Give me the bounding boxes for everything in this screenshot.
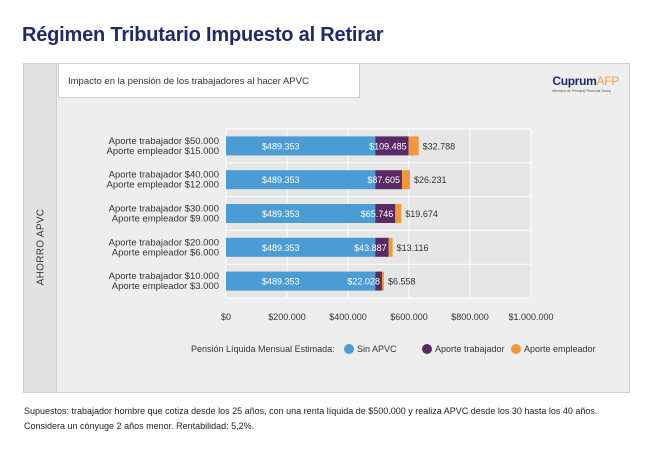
bar-aporte-empleador: [408, 136, 419, 156]
footnote: Supuestos: trabajador hombre que cotiza …: [24, 406, 598, 431]
legend-marker: [344, 344, 354, 354]
category-label: Aporte empleador $6.000: [112, 247, 219, 258]
bar-aporte-empleador: [381, 271, 384, 291]
chart-panel: AHORRO APVC Impacto en la pensión de los…: [23, 63, 630, 393]
bar-value-label: $489.353: [262, 277, 300, 287]
category-label: Aporte empleador $9.000: [112, 214, 219, 225]
bar-aporte-trabajador: [375, 170, 402, 190]
bar-sin-apvc: [226, 237, 376, 257]
legend-entry: Sin APVC: [357, 344, 397, 354]
logo-wordmark: CuprumAFP: [552, 74, 619, 88]
category-label: Aporte empleador $3.000: [112, 281, 219, 292]
x-tick-label: $600.000: [390, 312, 428, 322]
bar-sin-apvc: [226, 271, 376, 291]
bar-value-label: $65.746: [361, 209, 394, 219]
bar-value-label: $26.231: [414, 175, 447, 185]
bar-value-label: $109.485: [369, 141, 407, 151]
bar-aporte-empleador: [388, 237, 393, 257]
bar-value-label: $13.116: [397, 243, 429, 253]
bar-sin-apvc: [226, 170, 376, 190]
x-tick-label: $0: [221, 312, 231, 322]
bar-value-label: $22.028: [347, 277, 380, 287]
x-tick-label: $200.000: [268, 312, 306, 322]
bar-aporte-empleador: [395, 204, 402, 223]
x-tick-label: $1.000.000: [508, 312, 553, 322]
bar-sin-apvc: [226, 204, 376, 223]
bar-value-label: $489.353: [262, 141, 300, 151]
bar-value-label: $19.674: [405, 209, 438, 219]
category-label: Aporte empleador $15.000: [107, 146, 220, 157]
bar-aporte-trabajador: [375, 271, 382, 291]
legend-marker: [422, 344, 432, 354]
bar-aporte-trabajador: [375, 237, 389, 257]
bar-value-label: $43.887: [354, 243, 387, 253]
bar-value-label: $32.788: [423, 141, 456, 151]
legend-entry: Aporte empleador: [524, 344, 596, 354]
category-label: Aporte trabajador $10.000: [109, 271, 219, 282]
bar-aporte-trabajador: [375, 136, 409, 156]
chart-subtitle: Impacto en la pensión de los trabajadore…: [58, 64, 360, 98]
bar-value-label: $489.353: [262, 243, 300, 253]
bar-aporte-trabajador: [375, 204, 396, 223]
cuprum-logo: CuprumAFP Miembro de Principal Financial…: [552, 74, 619, 93]
bar-aporte-empleador: [401, 170, 410, 190]
page-title: Régimen Tributario Impuesto al Retirar: [22, 24, 384, 46]
x-tick-label: $400.000: [329, 312, 367, 322]
side-strip: AHORRO APVC: [24, 64, 57, 392]
bar-value-label: $489.353: [262, 175, 300, 185]
category-label: Aporte trabajador $20.000: [109, 237, 219, 248]
legend-title: Pensión Líquida Mensual Estimada:: [191, 344, 335, 354]
stacked-bar-chart: $489.353 $109.485 $32.788 Aporte trabajador…: [107, 128, 596, 354]
category-label: Aporte trabajador $40.000: [109, 170, 219, 181]
category-label: Aporte trabajador $30.000: [109, 204, 219, 215]
x-tick-label: $800.000: [451, 312, 489, 322]
bar-value-label: $489.353: [262, 209, 300, 219]
legend-entry: Aporte trabajador: [435, 344, 505, 354]
bar-sin-apvc: [226, 136, 376, 156]
logo-tagline: Miembro de Principal Financial Group: [552, 89, 611, 93]
bar-value-label: $87.605: [367, 175, 400, 185]
bar-value-label: $6.558: [388, 277, 416, 287]
category-label: Aporte empleador $12.000: [107, 180, 220, 191]
category-label: Aporte trabajador $50.000: [109, 136, 219, 147]
legend-marker: [511, 344, 521, 354]
